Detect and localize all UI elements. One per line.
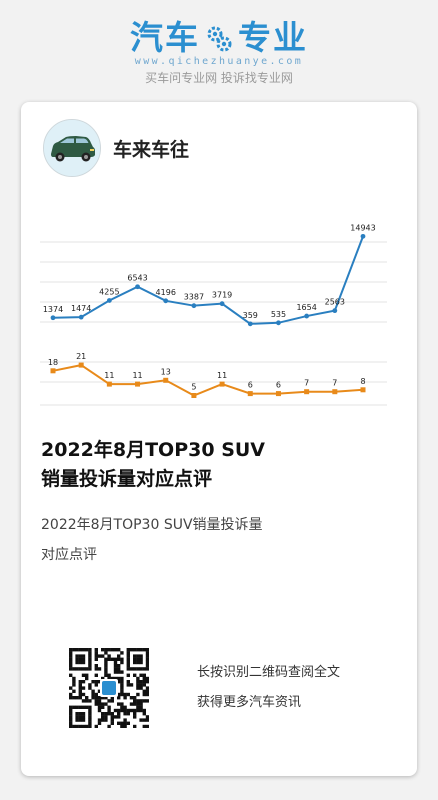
data-point <box>163 298 169 304</box>
qr-instructions: 长按识别二维码查阅全文 获得更多汽车资讯 <box>197 658 340 718</box>
data-label: 6 <box>248 381 253 390</box>
series-line-2 <box>52 364 364 397</box>
data-point <box>275 391 281 397</box>
data-point <box>219 381 225 387</box>
brand-slogan: 买车问专业网 投诉找专业网 <box>145 71 293 85</box>
data-point <box>247 321 253 327</box>
data-point <box>360 233 366 239</box>
data-point <box>135 381 141 387</box>
data-label: 6543 <box>127 274 147 283</box>
series-line-1 <box>52 235 364 325</box>
cta-line-2: 获得更多汽车资讯 <box>197 695 302 710</box>
author-avatar[interactable] <box>43 119 101 177</box>
title-line-2: 销量投诉量对应点评 <box>41 468 213 490</box>
data-label: 8 <box>360 377 365 386</box>
data-label: 7 <box>304 379 309 388</box>
data-label: 2563 <box>325 298 345 307</box>
data-label: 7 <box>332 379 337 388</box>
data-point <box>191 393 197 398</box>
data-point <box>50 315 56 321</box>
desc-line-2: 对应点评 <box>41 547 97 563</box>
data-point <box>332 389 338 395</box>
data-label: 6 <box>276 381 281 390</box>
data-label: 3387 <box>184 293 204 302</box>
brand-logo: 汽车 专业 <box>0 18 438 58</box>
data-point <box>163 377 169 383</box>
data-point <box>135 284 140 290</box>
data-point <box>304 389 310 395</box>
line-chart: 1374 1474 4255 6543 4196 3387 3719 359 535 1654 25… <box>40 223 387 406</box>
article-title[interactable]: 2022年8月TOP30 SUV 销量投诉量对应点评 <box>41 436 401 494</box>
data-label: 1474 <box>71 304 91 313</box>
data-label: 359 <box>243 311 258 320</box>
data-label: 13 <box>161 367 171 376</box>
data-label: 4255 <box>99 287 119 296</box>
data-point <box>78 314 84 320</box>
data-label: 11 <box>104 371 114 380</box>
brand-name-left: 汽车 <box>130 18 200 57</box>
data-point <box>106 381 112 387</box>
data-point <box>360 387 366 393</box>
data-label: 21 <box>76 352 86 361</box>
data-point <box>304 313 310 319</box>
data-label: 535 <box>271 310 286 319</box>
title-line-1: 2022年8月TOP30 SUV <box>41 439 266 461</box>
data-label: 1654 <box>296 303 316 312</box>
article-card[interactable]: 车来车往 1374 1474 4255 6543 4196 3387 3719 359 535 1… <box>21 102 417 776</box>
brand-header: 汽车 专业 www.qichezhuanye.com 买车问专业网 投诉找专业网 <box>0 18 438 86</box>
data-point <box>50 368 56 374</box>
car-icon <box>44 120 100 176</box>
data-point <box>106 298 112 303</box>
cta-line-1: 长按识别二维码查阅全文 <box>197 665 341 680</box>
desc-line-1: 2022年8月TOP30 SUV销量投诉量 <box>41 517 263 533</box>
data-point <box>219 301 225 307</box>
qr-code[interactable] <box>69 648 149 728</box>
brand-url: www.qichezhuanye.com <box>134 56 304 67</box>
data-point <box>78 362 84 368</box>
article-description: 2022年8月TOP30 SUV销量投诉量 对应点评 <box>41 510 301 570</box>
data-label: 3719 <box>212 291 232 300</box>
data-point <box>332 308 338 314</box>
data-point <box>191 303 197 309</box>
data-label: 14943 <box>350 223 375 232</box>
data-label: 11 <box>132 371 142 380</box>
data-point <box>247 391 253 397</box>
data-label: 5 <box>191 383 196 392</box>
data-label: 4196 <box>156 288 176 297</box>
brand-name-right: 专业 <box>238 18 308 57</box>
data-label: 18 <box>48 358 58 367</box>
author-name[interactable]: 车来车往 <box>113 139 190 161</box>
gear-icon <box>207 26 232 52</box>
data-label: 11 <box>217 371 227 380</box>
data-label: 1374 <box>43 305 63 314</box>
data-point <box>276 320 281 326</box>
